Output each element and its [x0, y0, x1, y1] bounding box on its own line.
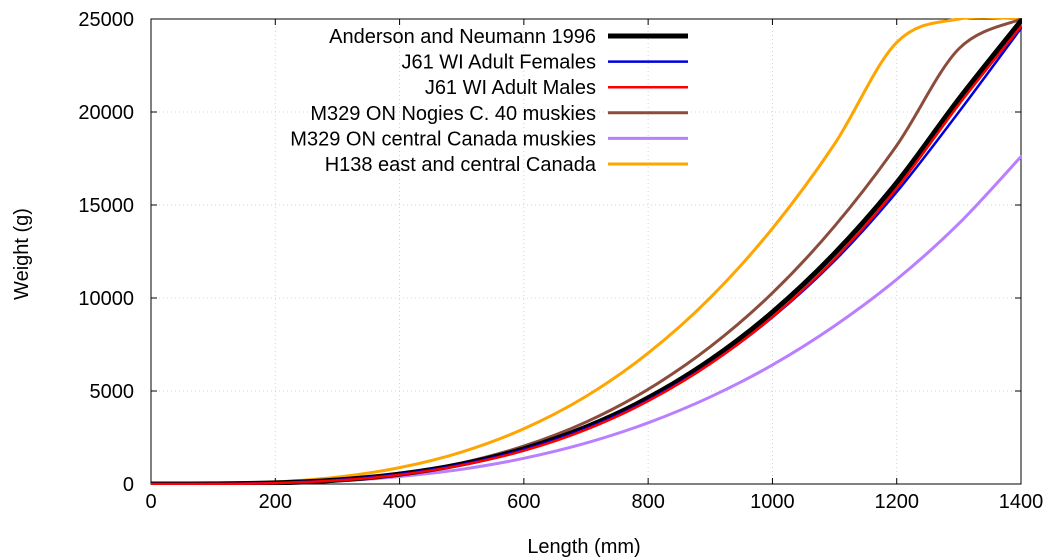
y-tick-label: 0	[123, 474, 134, 496]
x-tick-label: 800	[631, 491, 664, 513]
series-line-5	[151, 155, 1022, 485]
series-line-3	[151, 25, 1022, 485]
y-tick-label: 15000	[78, 195, 134, 217]
legend: Anderson and Neumann 1996 J61 WI Adult Fe…	[290, 26, 688, 176]
x-tick-label: 1400	[999, 491, 1044, 513]
x-tick-label: 200	[259, 491, 292, 513]
x-tick-label: 1000	[750, 491, 795, 513]
legend-label-6: H138 east and central Canada	[325, 154, 597, 176]
legend-label-5: M329 ON central Canada muskies	[290, 128, 596, 150]
x-tick-label: 0	[145, 491, 156, 513]
x-axis-title: Length (mm)	[527, 536, 640, 558]
legend-label-4: M329 ON Nogies C. 40 muskies	[310, 103, 596, 125]
y-axis-title: Weight (g)	[11, 208, 33, 300]
y-tick-label: 5000	[90, 381, 135, 403]
y-tick-label: 10000	[78, 288, 134, 310]
axes: 0 200 400 600 800 1000 1200 1400 0 5000 10000 15000…	[78, 9, 1043, 513]
x-tick-label: 1200	[874, 491, 919, 513]
legend-label-2: J61 WI Adult Females	[401, 52, 596, 74]
x-tick-label: 400	[383, 491, 416, 513]
legend-label-3: J61 WI Adult Males	[425, 77, 596, 99]
series-lines	[151, 18, 1022, 485]
y-tick-label: 25000	[78, 9, 134, 31]
plot-border	[150, 18, 1022, 485]
x-tick-label: 600	[507, 491, 540, 513]
y-tick-label: 20000	[78, 102, 134, 124]
legend-label-1: Anderson and Neumann 1996	[329, 26, 596, 48]
